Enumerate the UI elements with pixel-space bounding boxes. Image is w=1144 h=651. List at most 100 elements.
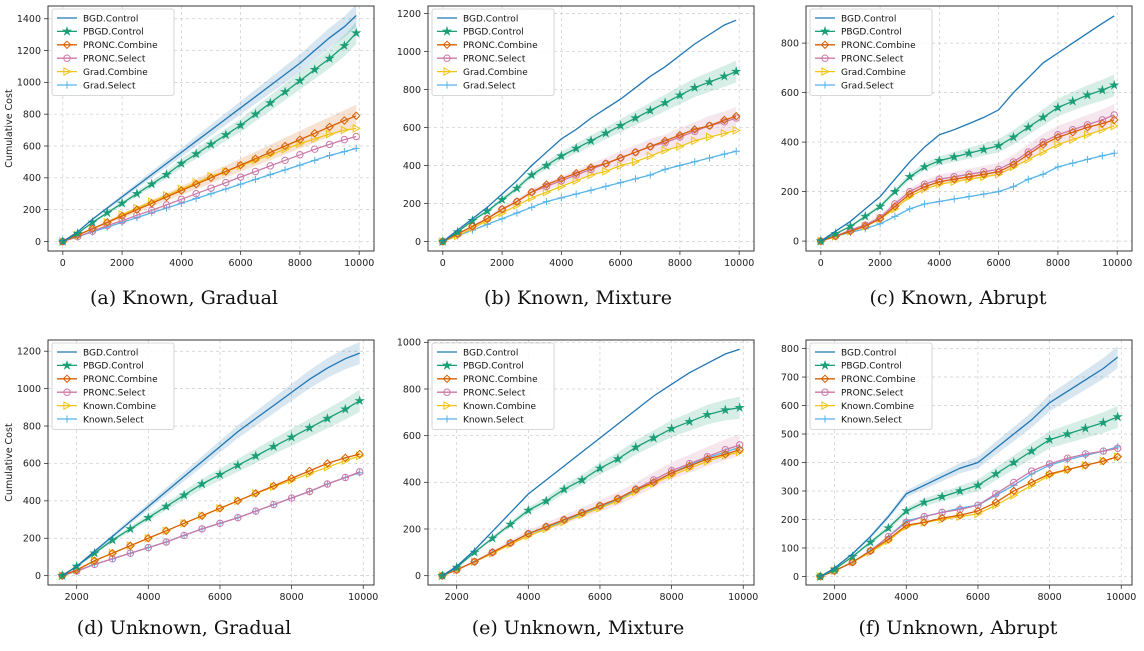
point-pronc-combine (866, 546, 875, 556)
y-tick-label: 600 (403, 123, 421, 134)
point-grad-combine (542, 187, 552, 197)
point-pronc-combine (731, 111, 741, 121)
point-pronc-select (661, 139, 669, 147)
point-pronc-combine (310, 128, 320, 138)
legend-label: PRONC.Combine (463, 41, 538, 51)
point-pronc-combine (512, 197, 522, 206)
series-line-pronc-combine (442, 115, 737, 243)
y-tick-label: 800 (403, 384, 421, 395)
point-pronc-select (325, 140, 334, 149)
series-line-bgd-control (819, 356, 1119, 578)
point-pronc-combine (720, 115, 729, 125)
point-pronc-combine (206, 173, 216, 183)
point-pbgd-control (600, 127, 611, 138)
point-pronc-select (735, 441, 744, 449)
point-grad-combine (281, 144, 290, 154)
point-pronc-select (980, 168, 988, 176)
legend-label: PBGD.Control (83, 28, 144, 38)
y-tick-label: 800 (781, 344, 799, 355)
legend-label: Grad.Combine (841, 68, 906, 78)
point-pronc-select (935, 175, 944, 183)
point-pbgd-control (1023, 121, 1034, 132)
x-tick-label: 4000 (549, 258, 573, 269)
legend: BGD.Control PBGD.Control PRONC.Combine PRON… (51, 342, 175, 430)
y-tick-label: 400 (23, 173, 41, 184)
point-known-select (1081, 451, 1090, 459)
point-pronc-select (732, 114, 740, 122)
point-pronc-combine (340, 116, 349, 125)
point-pronc-combine (161, 526, 171, 536)
point-pbgd-control (612, 453, 624, 464)
y-tick-label: 0 (793, 572, 799, 583)
point-pronc-combine (251, 154, 260, 164)
legend-label: PRONC.Select (841, 389, 904, 399)
point-pronc-combine (1113, 452, 1122, 462)
legend-marker (61, 360, 73, 370)
legend-marker (62, 40, 72, 50)
point-pronc-combine (860, 221, 870, 231)
point-pronc-combine (542, 180, 551, 189)
point-pbgd-control (883, 522, 894, 533)
point-pronc-combine (955, 510, 965, 520)
series-line-pronc-combine (62, 115, 357, 243)
point-pbgd-control (250, 108, 261, 119)
legend: BGD.Control PBGD.Control PRONC.Combine PRON… (809, 8, 933, 96)
point-pronc-combine (884, 535, 893, 544)
chart-panel-3: 0 2000 4000 6000 8000 10000 0 200 400 600 800 BGD.C… (781, 5, 1133, 269)
point-pronc-combine (649, 478, 658, 487)
point-pbgd-control (72, 228, 83, 238)
point-pbgd-control (936, 491, 948, 502)
x-tick-label: 2000 (110, 258, 134, 269)
legend-marker (442, 40, 452, 50)
series-line-grad-combine (442, 129, 737, 243)
point-grad-select (587, 186, 595, 194)
point-pbgd-control (1008, 131, 1019, 142)
x-tick-label: 8000 (280, 592, 304, 603)
point-pbgd-control (250, 450, 261, 461)
point-pbgd-control (847, 551, 858, 561)
plot-frame (427, 339, 755, 586)
point-grad-select (251, 175, 260, 184)
legend-label: Grad.Select (841, 81, 894, 91)
point-grad-select (646, 171, 654, 179)
y-tick-label: 200 (403, 199, 421, 210)
x-tick-label: 2000 (490, 258, 514, 269)
point-pronc-select (1027, 467, 1036, 475)
y-tick-label: 1400 (17, 14, 41, 25)
point-pbgd-control (704, 76, 715, 87)
point-pbgd-control (1037, 111, 1049, 122)
point-pronc-select (108, 555, 117, 563)
point-grad-select (325, 151, 334, 160)
point-grad-combine (720, 128, 730, 138)
point-pronc-combine (703, 454, 712, 464)
point-pbgd-control (734, 402, 745, 413)
point-pronc-combine (497, 204, 507, 214)
legend-marker (443, 415, 451, 423)
legend-label: Known.Combine (463, 402, 537, 412)
point-pronc-combine (577, 508, 587, 517)
point-pbgd-control (220, 129, 231, 140)
point-pronc-combine (1098, 119, 1107, 128)
x-tick-label: 2000 (445, 592, 469, 603)
point-pronc-select (252, 507, 260, 515)
legend-label: Known.Select (841, 415, 902, 425)
point-grad-select (661, 165, 669, 173)
point-pbgd-control (1112, 411, 1123, 422)
point-grad-select (1054, 163, 1062, 171)
y-tick-label: 600 (781, 88, 799, 99)
point-pronc-combine (935, 177, 944, 187)
legend-marker (443, 54, 451, 62)
point-pronc-select (236, 173, 245, 181)
point-pronc-combine (735, 445, 744, 454)
point-grad-select (352, 144, 360, 152)
point-pronc-select (198, 525, 206, 533)
legend-marker (821, 81, 829, 89)
point-pronc-select (1045, 460, 1054, 468)
point-pbgd-control (558, 483, 570, 494)
legend-marker (820, 40, 830, 50)
point-grad-combine (661, 145, 670, 155)
point-pronc-combine (1063, 465, 1072, 474)
legend-label: PRONC.Combine (83, 41, 158, 51)
point-pbgd-control (865, 536, 876, 547)
point-grad-combine (602, 166, 611, 176)
